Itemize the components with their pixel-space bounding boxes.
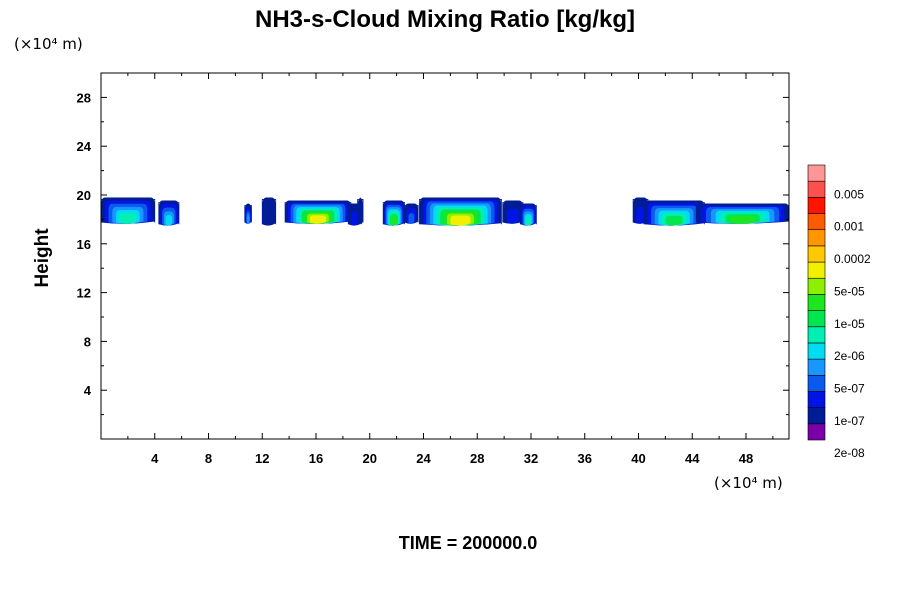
y-tick-label: 24: [77, 139, 92, 154]
colorbar-swatch: [807, 245, 826, 263]
colorbar-swatch: [807, 164, 826, 182]
cloud-band: [636, 206, 645, 224]
x-tick-label: 8: [205, 451, 212, 466]
y-tick-label: 4: [84, 383, 92, 398]
x-tick-label: 4: [151, 451, 159, 466]
x-tick-label: 16: [309, 451, 323, 466]
x-tick-label: 20: [363, 451, 377, 466]
y-tick-label: 12: [77, 286, 91, 301]
colorbar-swatch: [807, 294, 826, 311]
cloud-segment: [643, 200, 705, 226]
colorbar: 0.005 0.001 0.0002 5e-05 1e-05 2e-06 5e-07 1e-0…: [807, 164, 871, 460]
cloud-band: [165, 214, 173, 226]
cloud-band: [408, 212, 415, 224]
x-tick-label: 40: [631, 451, 645, 466]
x-tick-label: 44: [685, 451, 700, 466]
cloud-outline: [158, 202, 180, 225]
cloud-band: [391, 216, 397, 226]
x-tick-label: 28: [470, 451, 484, 466]
x-tick-label: 24: [416, 451, 431, 466]
colorbar-swatch: [807, 423, 826, 441]
colorbar-label: 0.005: [834, 187, 864, 201]
cloud-segment: [158, 200, 180, 226]
colorbar-label: 2e-08: [834, 446, 865, 460]
cloud-band: [665, 215, 683, 226]
y-tick-label: 28: [77, 90, 91, 105]
cloud-segment: [357, 197, 364, 224]
colorbar-swatch: [807, 261, 826, 279]
cloud-outline: [419, 199, 502, 225]
x-tick-label: 36: [578, 451, 592, 466]
x-tick-label: 48: [739, 451, 753, 466]
colorbar-swatch: [807, 229, 826, 247]
cloud-segment: [244, 203, 252, 224]
colorbar-swatch: [807, 407, 826, 425]
cloud-band: [309, 215, 327, 224]
colorbar-label: 5e-05: [834, 284, 865, 298]
cloud-band: [730, 215, 755, 224]
cloud-segment: [695, 203, 790, 224]
cloud-band: [357, 197, 364, 224]
colorbar-swatch: [807, 310, 826, 328]
colorbar-label: 5e-07: [834, 382, 865, 396]
y-axis-label: Height: [32, 228, 53, 288]
y-tick-label: 20: [77, 188, 91, 203]
cloud-outline: [244, 205, 252, 223]
cloud-outline: [261, 199, 277, 225]
colorbar-swatch: [807, 180, 826, 198]
cloud-band: [119, 213, 136, 224]
y-unit-label: (×10⁴ m): [14, 35, 83, 53]
colorbar-swatch: [807, 277, 826, 295]
colorbar-swatch: [807, 342, 826, 360]
x-tick-label: 12: [255, 451, 269, 466]
colorbar-swatch: [807, 197, 826, 214]
cloud-band: [245, 214, 251, 224]
cloud-band: [525, 216, 531, 226]
cloud-band: [262, 197, 276, 226]
cloud-outline: [404, 205, 419, 223]
x-tick-label: 32: [524, 451, 538, 466]
cloud-band: [450, 215, 471, 226]
cloud-segment: [419, 197, 502, 226]
x-unit-label: (×10⁴ m): [714, 474, 783, 492]
cloud-band: [351, 211, 359, 226]
colorbar-swatch: [807, 374, 826, 392]
cloud-segment: [404, 203, 419, 224]
cloud-segment: [519, 203, 537, 226]
cloud-segment: [261, 197, 277, 226]
y-tick-label: 8: [84, 334, 91, 349]
cloud-segment: [382, 200, 406, 226]
colorbar-label: 1e-05: [834, 317, 865, 331]
time-label: TIME = 200000.0: [399, 533, 538, 553]
colorbar-label: 2e-06: [834, 349, 865, 363]
colorbar-label: 0.001: [834, 220, 864, 234]
chart-title: NH3-s-Cloud Mixing Ratio [kg/kg]: [255, 6, 635, 33]
cloud-outline: [519, 205, 537, 225]
y-tick-label: 16: [77, 237, 91, 252]
cloud-segment: [100, 197, 156, 224]
cloud-segment: [284, 200, 352, 224]
colorbar-swatch: [807, 358, 826, 376]
cloud-outline: [357, 199, 364, 223]
colorbar-swatch: [807, 326, 826, 344]
colorbar-swatch: [807, 391, 826, 408]
colorbar-label: 1e-07: [834, 414, 865, 428]
colorbar-label: 0.0002: [834, 252, 871, 266]
cloud-field: [100, 197, 790, 226]
plot-frame: [100, 72, 790, 440]
cloud-band: [507, 208, 519, 224]
colorbar-swatch: [807, 213, 826, 231]
